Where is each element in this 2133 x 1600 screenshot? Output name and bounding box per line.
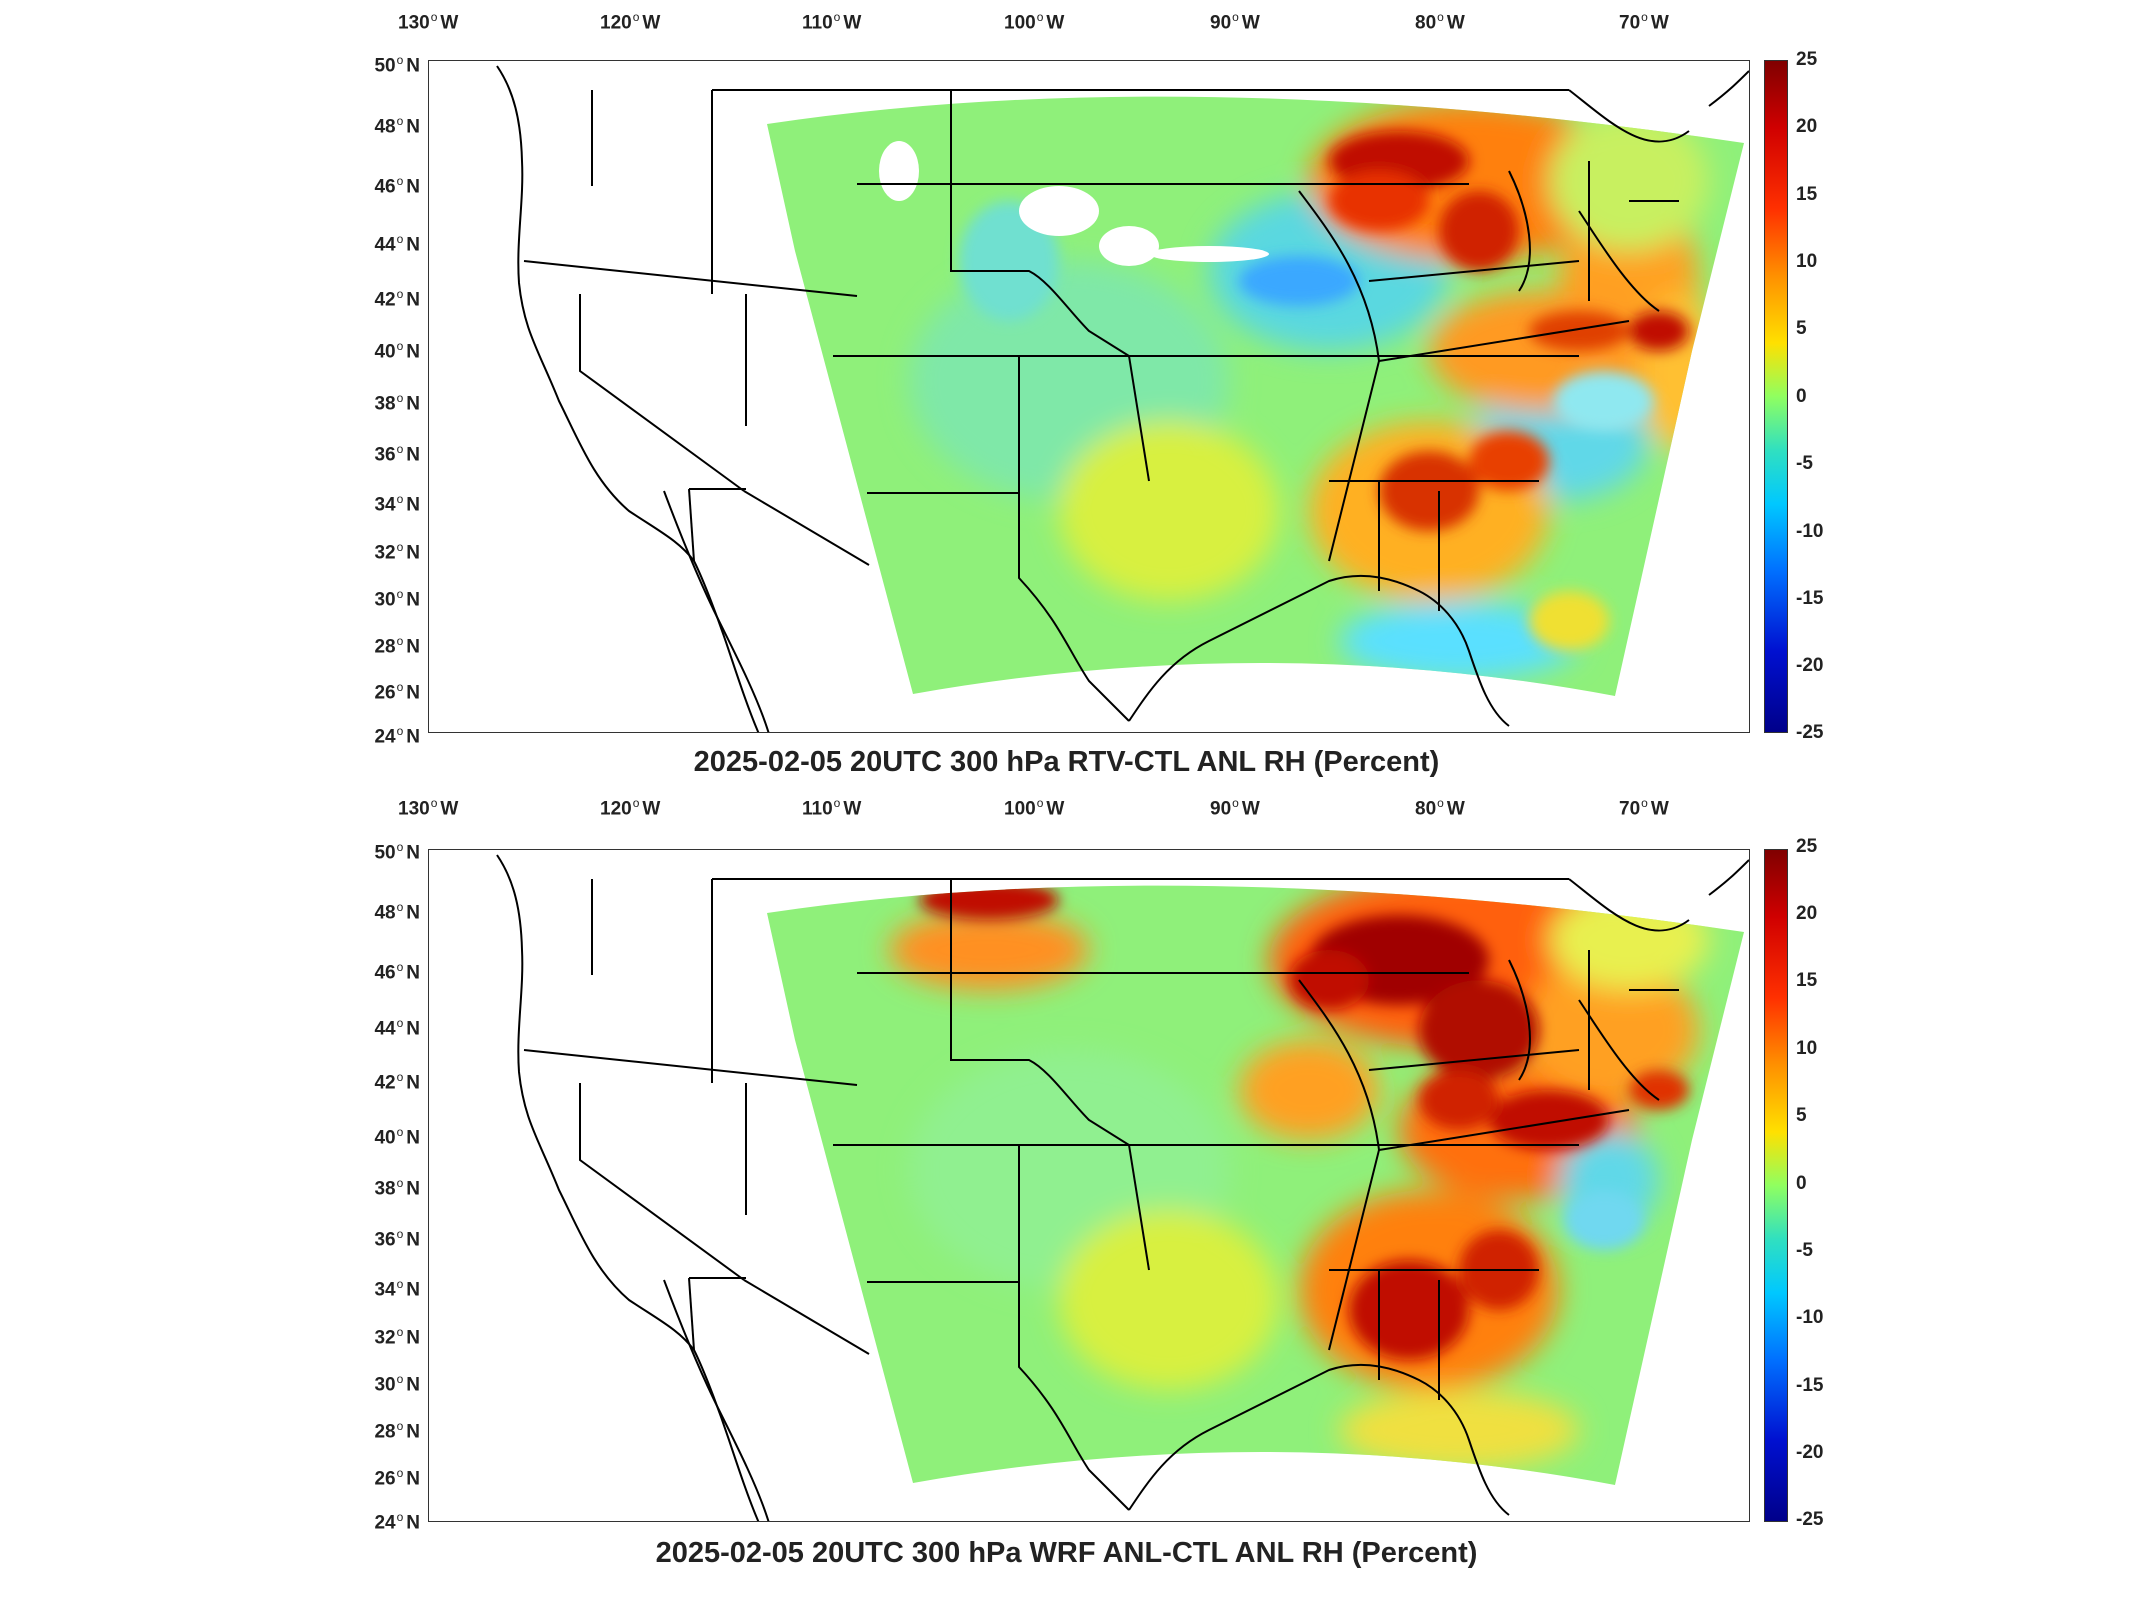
lon-tick: 120o W	[600, 10, 661, 34]
lat-tick: 44o N	[374, 232, 420, 256]
lat-tick: 46o N	[374, 960, 420, 984]
lat-tick: 40o N	[374, 1125, 420, 1149]
colorbar-tick: -20	[1796, 1442, 1824, 1463]
colorbar-tick: 25	[1796, 49, 1818, 70]
map-canvas	[428, 849, 1750, 1522]
lat-tick: 28o N	[374, 634, 420, 658]
lat-tick: 32o N	[374, 1325, 420, 1349]
lon-tick: 70o W	[1619, 10, 1669, 34]
lat-tick: 50o N	[374, 840, 420, 864]
lat-tick: 42o N	[374, 1070, 420, 1094]
colorbar	[1764, 849, 1788, 1522]
lon-tick: 130o W	[398, 796, 459, 820]
colorbar-tick: 20	[1796, 903, 1818, 924]
lat-tick: 44o N	[374, 1016, 420, 1040]
lat-tick: 34o N	[374, 1277, 420, 1301]
colorbar-tick: 20	[1796, 116, 1818, 137]
colorbar-tick: 5	[1796, 318, 1807, 339]
lon-tick: 90o W	[1210, 796, 1260, 820]
map-title: 2025-02-05 20UTC 300 hPa WRF ANL-CTL ANL…	[655, 1537, 1478, 1569]
rh-difference-field	[496, 65, 1749, 732]
lat-tick: 38o N	[374, 391, 420, 415]
colorbar-tick: 0	[1796, 386, 1807, 407]
lat-tick: 50o N	[374, 53, 420, 77]
lat-tick: 32o N	[374, 540, 420, 564]
lat-tick: 28o N	[374, 1419, 420, 1443]
lat-tick: 40o N	[374, 339, 420, 363]
map-panel-rtv-ctl: 130o W 120o W 110o W 100o W 90o W 80o W 70o W 5…	[0, 0, 2133, 790]
lat-tick: 48o N	[374, 900, 420, 924]
colorbar	[1764, 60, 1788, 733]
geographic-boundaries	[496, 65, 1749, 732]
colorbar-tick: -10	[1796, 521, 1824, 542]
colorbar-tick: -20	[1796, 655, 1824, 676]
lon-tick: 80o W	[1415, 796, 1465, 820]
lat-tick: 34o N	[374, 492, 420, 516]
lat-tick: 36o N	[374, 1227, 420, 1251]
lon-tick: 100o W	[1004, 10, 1065, 34]
colorbar-tick: -15	[1796, 588, 1824, 609]
colorbar-tick: -25	[1796, 1509, 1824, 1530]
colorbar-tick: -10	[1796, 1307, 1824, 1328]
lat-tick: 24o N	[374, 1510, 420, 1534]
colorbar-tick: 25	[1796, 836, 1818, 857]
colorbar-tick: 10	[1796, 1038, 1818, 1059]
data-domain	[767, 96, 1744, 697]
colorbar-tick: -5	[1796, 1240, 1813, 1261]
map-canvas	[428, 60, 1750, 733]
colorbar-tick: 10	[1796, 251, 1818, 272]
colorbar-tick: 15	[1796, 184, 1818, 205]
lat-tick: 42o N	[374, 287, 420, 311]
lon-tick: 80o W	[1415, 10, 1465, 34]
lon-tick: 90o W	[1210, 10, 1260, 34]
lat-tick: 46o N	[374, 174, 420, 198]
lat-tick: 26o N	[374, 680, 420, 704]
lat-tick: 30o N	[374, 1372, 420, 1396]
data-domain	[767, 885, 1744, 1486]
geographic-boundaries	[496, 854, 1749, 1521]
lat-tick: 36o N	[374, 442, 420, 466]
colorbar-tick: -5	[1796, 453, 1813, 474]
lon-tick: 130o W	[398, 10, 459, 34]
colorbar-tick: 5	[1796, 1105, 1807, 1126]
lat-tick: 24o N	[374, 724, 420, 748]
colorbar-tick: -15	[1796, 1375, 1824, 1396]
colorbar-tick: 0	[1796, 1173, 1807, 1194]
lat-tick: 48o N	[374, 114, 420, 138]
lon-tick: 110o W	[802, 796, 862, 820]
lon-tick: 110o W	[802, 10, 862, 34]
map-title: 2025-02-05 20UTC 300 hPa RTV-CTL ANL RH …	[693, 746, 1440, 778]
rh-difference-field	[496, 854, 1749, 1521]
lon-tick: 100o W	[1004, 796, 1065, 820]
colorbar-tick: -25	[1796, 722, 1824, 743]
lat-tick: 30o N	[374, 587, 420, 611]
colorbar-tick: 15	[1796, 970, 1818, 991]
lon-tick: 120o W	[600, 796, 661, 820]
lon-tick: 70o W	[1619, 796, 1669, 820]
lat-tick: 38o N	[374, 1176, 420, 1200]
map-panel-wrf-anl-ctl: 130o W 120o W 110o W 100o W 90o W 80o W 70o W 5…	[0, 790, 2133, 1600]
lat-tick: 26o N	[374, 1466, 420, 1490]
missing-data-patches	[879, 141, 1269, 266]
